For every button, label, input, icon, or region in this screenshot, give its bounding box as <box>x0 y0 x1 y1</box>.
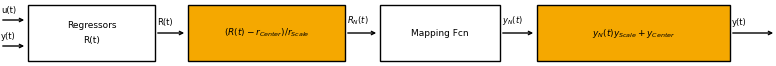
Bar <box>188 5 345 61</box>
Text: y(t): y(t) <box>1 32 16 41</box>
Bar <box>537 5 730 61</box>
Text: Mapping Fcn: Mapping Fcn <box>411 29 469 37</box>
Text: $(R(t)-r_{Center})/r_{Scale}$: $(R(t)-r_{Center})/r_{Scale}$ <box>223 27 310 39</box>
Text: y(t): y(t) <box>732 18 747 27</box>
Text: u(t): u(t) <box>1 6 16 15</box>
Text: Regressors: Regressors <box>67 22 116 30</box>
Bar <box>380 5 500 61</box>
Text: $y_N(t)$: $y_N(t)$ <box>502 14 523 27</box>
Text: $R_N(t)$: $R_N(t)$ <box>347 15 369 27</box>
Bar <box>28 5 155 61</box>
Text: $y_N(t)y_{Scale} + y_{Center}$: $y_N(t)y_{Scale} + y_{Center}$ <box>592 27 675 39</box>
Text: R(t): R(t) <box>157 18 172 27</box>
Text: R(t): R(t) <box>83 36 100 44</box>
